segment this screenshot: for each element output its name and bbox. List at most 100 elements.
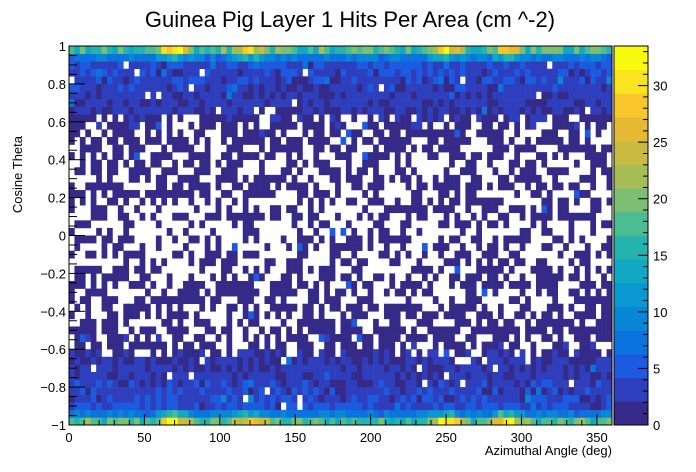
heatmap-cell xyxy=(302,235,309,244)
heatmap-cell xyxy=(134,46,140,54)
heatmap-cell xyxy=(177,250,184,259)
heatmap-cell xyxy=(535,76,542,85)
heatmap-cell xyxy=(340,349,347,358)
heatmap-cell xyxy=(318,121,325,130)
heatmap-cell xyxy=(519,402,526,411)
heatmap-cell xyxy=(563,402,569,411)
heatmap-cell xyxy=(345,174,352,183)
heatmap-cell xyxy=(525,417,531,426)
heatmap-cell xyxy=(351,326,358,335)
heatmap-cell xyxy=(199,76,206,85)
heatmap-cell xyxy=(107,174,113,183)
heatmap-cell xyxy=(313,326,320,335)
heatmap-cell xyxy=(280,303,287,312)
heatmap-cell xyxy=(427,46,434,54)
heatmap-cell xyxy=(145,68,151,77)
heatmap-cell xyxy=(269,402,276,411)
heatmap-cell xyxy=(302,311,309,320)
heatmap-cell xyxy=(503,106,510,115)
heatmap-cell xyxy=(514,394,520,403)
heatmap-cell xyxy=(318,371,325,380)
heatmap-cell xyxy=(449,379,455,388)
heatmap-cell xyxy=(128,250,135,259)
heatmap-cell xyxy=(579,311,586,320)
heatmap-cell xyxy=(291,379,298,388)
heatmap-cell xyxy=(389,76,396,85)
heatmap-cell xyxy=(117,144,124,153)
heatmap-cell xyxy=(514,46,520,54)
heatmap-cell xyxy=(400,121,406,130)
heatmap-cell xyxy=(324,46,330,54)
heatmap-cell xyxy=(552,46,558,54)
heatmap-cell xyxy=(161,91,168,100)
heatmap-cell xyxy=(411,99,417,107)
heatmap-cell xyxy=(275,136,282,145)
heatmap-cell xyxy=(449,144,455,153)
heatmap-cell xyxy=(378,334,385,342)
heatmap-cell xyxy=(248,387,254,395)
heatmap-cell xyxy=(487,273,493,282)
heatmap-cell xyxy=(345,243,352,251)
heatmap-cell xyxy=(595,83,602,92)
heatmap-cell xyxy=(443,356,450,365)
heatmap-cell xyxy=(231,68,238,77)
heatmap-cell xyxy=(345,91,352,100)
heatmap-cell xyxy=(351,394,358,403)
heatmap-cell xyxy=(237,387,244,395)
heatmap-cell xyxy=(329,174,336,183)
heatmap-cell xyxy=(557,265,564,274)
heatmap-cell xyxy=(476,91,482,100)
heatmap-cell xyxy=(476,235,482,244)
heatmap-cell xyxy=(335,356,341,365)
heatmap-cell xyxy=(155,334,162,342)
heatmap-cell xyxy=(318,205,325,214)
heatmap-cell xyxy=(362,364,368,373)
heatmap-cell xyxy=(541,197,548,206)
heatmap-cell xyxy=(525,394,531,403)
heatmap-cell xyxy=(487,197,493,206)
heatmap-cell xyxy=(454,311,461,320)
heatmap-cell xyxy=(476,296,482,305)
heatmap-cell xyxy=(508,235,515,244)
heatmap-cell xyxy=(525,326,531,335)
heatmap-cell xyxy=(101,296,108,305)
heatmap-cell xyxy=(253,174,260,183)
heatmap-cell xyxy=(150,394,157,403)
heatmap-cell xyxy=(470,197,477,206)
heatmap-cell xyxy=(427,136,434,145)
heatmap-cell xyxy=(139,273,146,282)
heatmap-cell xyxy=(226,417,233,426)
heatmap-cell xyxy=(373,76,379,85)
heatmap-cell xyxy=(269,46,276,54)
heatmap-cell xyxy=(253,182,260,191)
heatmap-cell xyxy=(470,91,477,100)
heatmap-cell xyxy=(128,387,135,395)
heatmap-cell xyxy=(389,417,396,426)
heatmap-cell xyxy=(606,349,613,358)
heatmap-cell xyxy=(476,46,482,54)
heatmap-cell xyxy=(324,409,330,418)
heatmap-cell xyxy=(107,99,113,107)
heatmap-cell xyxy=(525,409,531,418)
heatmap-cell xyxy=(329,371,336,380)
heatmap-cell xyxy=(145,409,151,418)
heatmap-cell xyxy=(394,91,401,100)
heatmap-cell xyxy=(449,99,455,107)
heatmap-cell xyxy=(389,273,396,282)
heatmap-cell xyxy=(497,341,504,350)
heatmap-cell xyxy=(394,129,401,138)
heatmap-cell xyxy=(275,205,282,214)
heatmap-cell xyxy=(378,46,385,54)
heatmap-cell xyxy=(557,311,564,320)
heatmap-cell xyxy=(112,318,119,327)
heatmap-cell xyxy=(259,144,265,153)
heatmap-cell xyxy=(226,311,233,320)
heatmap-cell xyxy=(378,136,385,145)
heatmap-cell xyxy=(416,174,423,183)
heatmap-cell xyxy=(454,212,461,221)
heatmap-cell xyxy=(210,227,216,236)
heatmap-cell xyxy=(188,409,195,418)
heatmap-cell xyxy=(248,296,254,305)
heatmap-cell xyxy=(584,76,591,85)
heatmap-cell xyxy=(584,243,591,251)
